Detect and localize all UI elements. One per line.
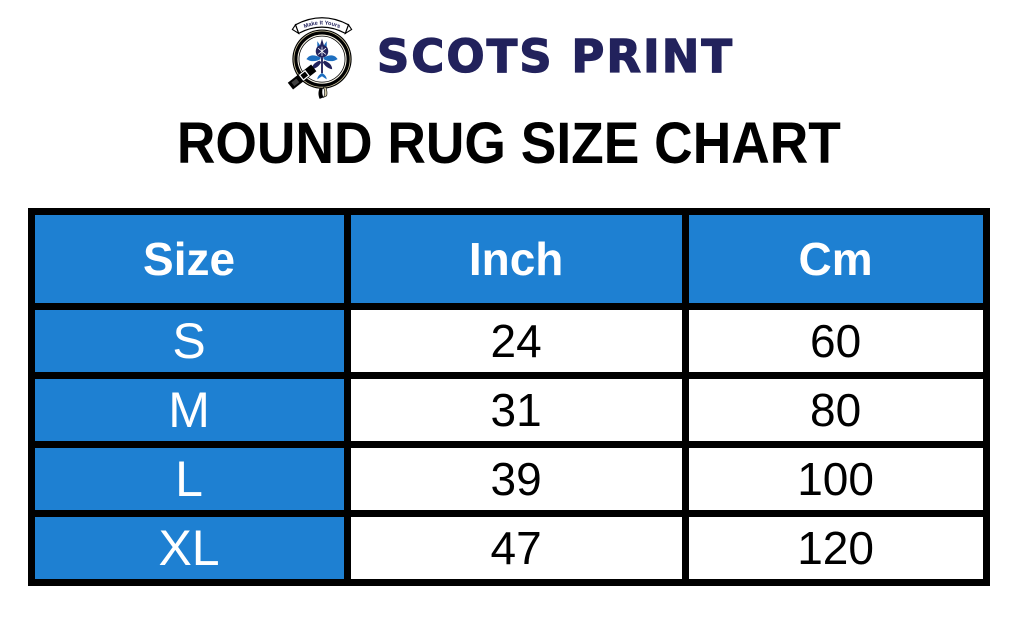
inch-cell: 47 [343, 510, 689, 586]
column-header-cm: Cm [681, 208, 990, 310]
crest-motto-text: Make It Yours [303, 20, 341, 30]
cm-cell: 80 [681, 372, 990, 448]
size-chart-table: Size Inch Cm S 24 60 M 31 80 L 39 100 XL… [27, 208, 990, 586]
inch-cell: 39 [343, 441, 689, 517]
cm-cell: 100 [681, 441, 990, 517]
crest-motto-banner: Make It Yours [291, 17, 353, 35]
page-title: ROUND RUG SIZE CHART [176, 111, 841, 176]
table-header-row: Size Inch Cm [27, 208, 990, 310]
crest-buckle [287, 64, 317, 90]
crest-tails [318, 86, 328, 99]
brand-name: SCOTS PRINT [376, 29, 735, 83]
svg-text:Make It Yours: Make It Yours [303, 20, 341, 30]
size-cell: L [27, 441, 351, 517]
table-row: M 31 80 [27, 372, 990, 448]
size-cell: M [27, 372, 351, 448]
table-row: XL 47 120 [27, 510, 990, 586]
cm-cell: 60 [681, 303, 990, 379]
cm-cell: 120 [681, 510, 990, 586]
column-header-inch: Inch [343, 208, 689, 310]
size-cell: XL [27, 510, 351, 586]
table-row: L 39 100 [27, 441, 990, 517]
thistle-icon [306, 38, 338, 80]
inch-cell: 24 [343, 303, 689, 379]
column-header-size: Size [27, 208, 351, 310]
table-row: S 24 60 [27, 303, 990, 379]
brand-header: Make It Yours SCOTS PRINT [0, 0, 1017, 104]
scots-print-crest-logo: Make It Yours [287, 17, 353, 99]
size-cell: S [27, 303, 351, 379]
inch-cell: 31 [343, 372, 689, 448]
